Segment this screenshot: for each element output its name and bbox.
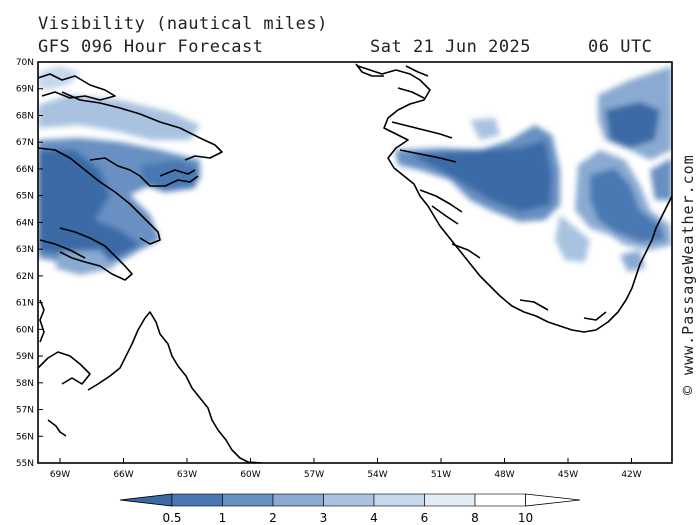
- legend-tick-label: 10: [518, 511, 533, 525]
- legend-swatch: [272, 493, 324, 507]
- visibility-legend: 0.5 1 2 3 4 6 8 10: [119, 493, 581, 525]
- legend-tick-label: 1: [219, 511, 227, 525]
- legend-swatch: [323, 493, 375, 507]
- lat-label: 70N: [16, 58, 34, 68]
- legend-tick-label: 3: [320, 511, 328, 525]
- legend-swatch: [373, 493, 425, 507]
- lat-label: 67N: [16, 138, 34, 148]
- legend-arrow-left: [119, 493, 173, 507]
- lat-label: 65N: [16, 192, 34, 202]
- lon-label: 54W: [367, 470, 387, 480]
- lon-label: 45W: [558, 470, 578, 480]
- lon-label: 60W: [240, 470, 260, 480]
- copyright-credit: © www.PassageWeather.com: [679, 154, 697, 395]
- longitude-labels: 69W 66W 63W 60W 57W 54W 51W 48W 45W 42W: [50, 458, 642, 480]
- lat-label: 64N: [16, 218, 34, 228]
- lat-label: 62N: [16, 272, 34, 282]
- lat-label: 69N: [16, 85, 34, 95]
- lat-label: 58N: [16, 379, 34, 389]
- legend-swatch: [222, 493, 274, 507]
- legend-tick-label: 6: [421, 511, 429, 525]
- lat-label: 59N: [16, 352, 34, 362]
- legend-tick-label: 0.5: [162, 511, 181, 525]
- legend-arrow-right: [525, 493, 581, 507]
- legend-tick-label: 8: [471, 511, 479, 525]
- map-title: Visibility (nautical miles): [38, 14, 328, 34]
- map-frame: [37, 61, 673, 464]
- lat-label: 55N: [16, 459, 34, 469]
- lon-label: 42W: [621, 470, 641, 480]
- forecast-subtitle: GFS 096 Hour Forecast: [38, 37, 264, 57]
- lat-label: 66N: [16, 165, 34, 175]
- lon-label: 48W: [494, 470, 514, 480]
- lat-label: 56N: [16, 432, 34, 442]
- coastlines: [38, 63, 672, 463]
- legend-swatch: [474, 493, 526, 507]
- legend-tick-label: 4: [370, 511, 378, 525]
- forecast-date: Sat 21 Jun 2025: [370, 37, 532, 57]
- latitude-labels: 70N 69N 68N 67N 66N 65N 64N 63N 62N 61N 60N 59N 58N 5…: [16, 58, 43, 469]
- lon-label: 66W: [113, 470, 133, 480]
- lon-label: 63W: [177, 470, 197, 480]
- lon-label: 57W: [304, 470, 324, 480]
- lat-label: 57N: [16, 406, 34, 416]
- lat-label: 61N: [16, 299, 34, 309]
- lat-label: 68N: [16, 111, 34, 121]
- lat-label: 60N: [16, 325, 34, 335]
- lat-label: 63N: [16, 245, 34, 255]
- lon-label: 51W: [431, 470, 451, 480]
- visibility-shading: [38, 66, 672, 275]
- lon-label: 69W: [50, 470, 70, 480]
- legend-swatch: [424, 493, 476, 507]
- forecast-time: 06 UTC: [588, 37, 653, 57]
- legend-tick-label: 2: [269, 511, 277, 525]
- legend-swatch: [171, 493, 223, 507]
